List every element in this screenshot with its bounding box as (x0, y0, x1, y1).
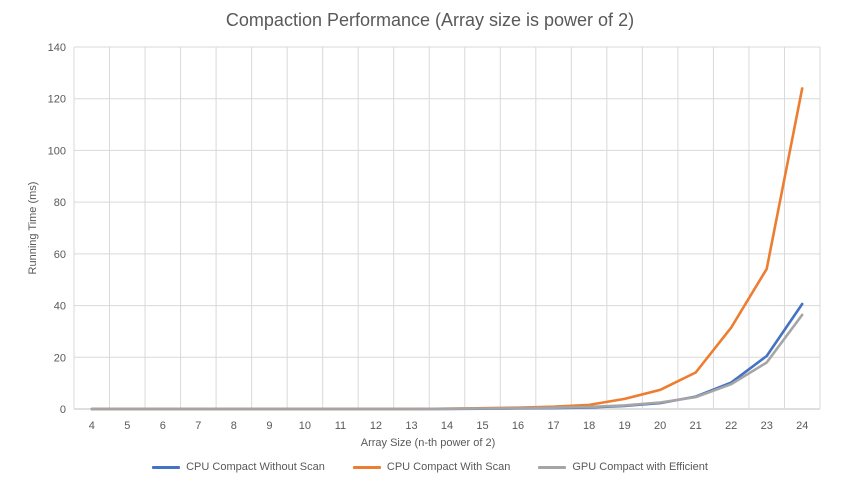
legend: CPU Compact Without Scan CPU Compact With… (0, 461, 860, 473)
legend-item: GPU Compact with Efficient (538, 461, 708, 473)
vertical-gridlines (73, 47, 821, 409)
x-tick-label: 15 (476, 420, 488, 432)
x-tick-label: 24 (796, 420, 808, 432)
legend-swatch (152, 465, 181, 469)
x-tick-label: 13 (405, 420, 417, 432)
x-tick-label: 20 (654, 420, 666, 432)
series-line-3 (90, 313, 804, 411)
y-tick-label: 140 (48, 42, 66, 54)
series-line-1 (90, 302, 804, 411)
x-tick-label: 17 (547, 420, 559, 432)
legend-item: CPU Compact Without Scan (152, 461, 325, 473)
x-axis-ticks: 4 5 6 7 8 9 10 11 12 13 14 15 16 17 18 19 20 21 22 23 24 (89, 420, 809, 432)
x-tick-label: 7 (195, 420, 201, 432)
x-tick-label: 9 (266, 420, 272, 432)
legend-label: CPU Compact With Scan (386, 461, 511, 473)
x-tick-label: 11 (335, 420, 346, 432)
y-axis-title: Running Time (ms) (27, 182, 39, 275)
x-tick-label: 22 (725, 420, 737, 432)
y-tick-label: 100 (48, 145, 66, 157)
legend-label: CPU Compact Without Scan (186, 461, 325, 473)
y-tick-label: 80 (54, 197, 66, 209)
y-tick-label: 120 (48, 94, 66, 106)
x-tick-label: 18 (583, 420, 595, 432)
y-axis-ticks: 0 20 40 60 80 100 120 140 (48, 42, 66, 416)
legend-swatch (352, 465, 381, 469)
y-tick-label: 20 (54, 352, 66, 364)
x-tick-label: 8 (231, 420, 237, 432)
x-tick-label: 12 (370, 420, 382, 432)
x-tick-label: 23 (761, 420, 773, 432)
x-axis-title: Array Size (n-th power of 2) (361, 437, 496, 449)
x-tick-label: 14 (441, 420, 453, 432)
legend-item: CPU Compact With Scan (352, 461, 511, 473)
y-tick-label: 0 (60, 404, 66, 416)
legend-swatch (538, 465, 567, 469)
x-tick-label: 19 (618, 420, 630, 432)
x-tick-label: 4 (89, 420, 95, 432)
gridlines (74, 46, 820, 410)
series-line-2 (90, 87, 804, 411)
x-tick-label: 16 (512, 420, 524, 432)
legend-label: GPU Compact with Efficient (572, 461, 708, 473)
x-tick-label: 21 (690, 420, 702, 432)
x-tick-label: 6 (160, 420, 166, 432)
series-lines (90, 87, 804, 411)
x-tick-label: 5 (124, 420, 130, 432)
y-tick-label: 60 (54, 249, 66, 261)
x-tick-label: 10 (299, 420, 311, 432)
chart-title: Compaction Performance (Array size is po… (225, 10, 635, 30)
y-tick-label: 40 (54, 301, 66, 313)
